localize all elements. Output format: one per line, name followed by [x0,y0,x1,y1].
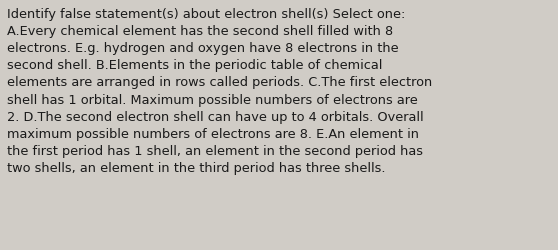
Text: Identify false statement(s) about electron shell(s) Select one:
A.Every chemical: Identify false statement(s) about electr… [7,8,432,175]
